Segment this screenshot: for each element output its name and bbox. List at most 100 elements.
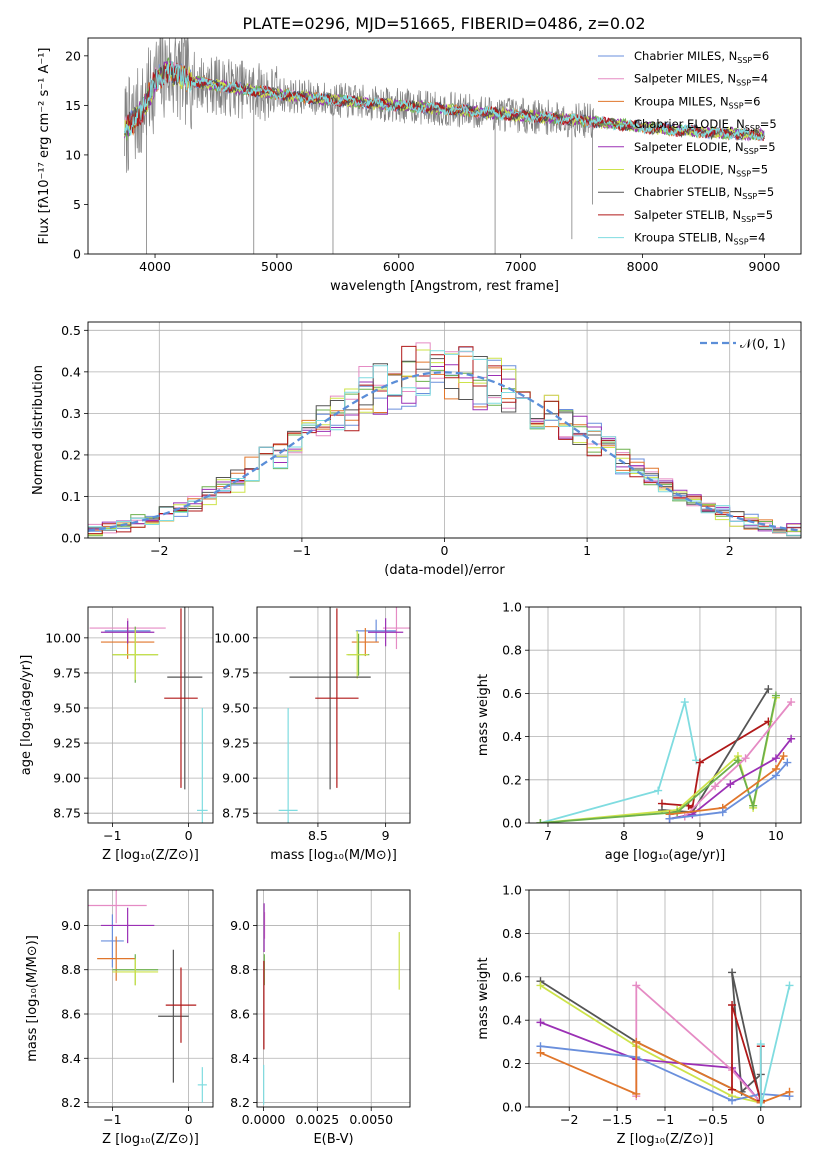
- axes-frame: [87, 889, 214, 1108]
- y-tick-label: 0.3: [61, 406, 81, 421]
- x-tick-label: 8000: [627, 259, 659, 274]
- mass-weight-marker: [756, 1103, 765, 1107]
- mass-weight-vs-age-panel: 7 8 9 10 0.0 0.2 0.4 0.6 0.8 1.0 age [log₁₀(age/yr…: [476, 600, 802, 863]
- histogram-step-line: [88, 350, 801, 536]
- y-tick-label: 0.4: [502, 729, 522, 744]
- mass-weight-marker: [711, 782, 720, 791]
- y-tick-label: 8.8: [61, 962, 81, 977]
- x-tick-label: −2: [560, 1112, 578, 1127]
- plot-area: [536, 685, 796, 823]
- plot-area: [536, 968, 794, 1107]
- grid: [88, 607, 213, 823]
- x-tick-label: 0: [185, 1112, 193, 1127]
- y-axis-label: mass [log₁₀(M/M⊙)]: [25, 935, 40, 1062]
- mass-weight-marker: [771, 771, 780, 780]
- x-axis-label: E(B-V): [313, 1132, 353, 1147]
- y-tick-label: 0.6: [502, 686, 522, 701]
- x-tick-label: −1: [103, 1112, 121, 1127]
- x-tick-label: 7: [544, 828, 552, 843]
- x-tick-label: 9: [382, 828, 390, 843]
- y-tick-label: 0.0: [61, 531, 81, 546]
- legend-label: Chabrier ELODIE, NSSP=5: [634, 117, 777, 133]
- x-tick-label: 9: [696, 828, 704, 843]
- mass-weight-marker: [785, 1087, 794, 1096]
- y-tick-label: 10.00: [45, 630, 81, 645]
- x-tick-label: −2: [150, 543, 168, 558]
- y-tick-label: 0.4: [61, 364, 81, 379]
- mass-weight-series-line: [669, 761, 788, 820]
- residual-histogram-panel: −2 −1 0 1 2 0.0 0.1 0.2 0.3 0.4 0.5 (data-model)/er…: [31, 321, 802, 578]
- y-tick-label: 0.2: [502, 1056, 522, 1071]
- legend-label: Salpeter MILES, NSSP=4: [634, 72, 768, 88]
- x-tick-label: 1: [583, 543, 591, 558]
- mass-weight-marker: [728, 1096, 737, 1105]
- mass-weight-marker: [733, 756, 742, 765]
- x-tick-label: 0.0000: [242, 1112, 286, 1127]
- y-tick-label: 9.0: [61, 918, 81, 933]
- y-tick-label: 0.2: [61, 447, 81, 462]
- y-tick-label: 10.00: [214, 630, 250, 645]
- plot-area: [88, 890, 207, 1103]
- axes-frame: [87, 321, 802, 539]
- mass-weight-series-line: [669, 755, 785, 816]
- axes-frame: [528, 606, 802, 824]
- x-tick-label: 0: [185, 828, 193, 843]
- mass-weight-series-line: [540, 701, 698, 823]
- mass-weight-marker: [695, 758, 704, 767]
- mass-weight-marker: [771, 754, 780, 763]
- y-tick-label: 0.5: [61, 323, 81, 338]
- y-tick-label: 8.75: [222, 806, 250, 821]
- mass-weight-series-line: [540, 984, 761, 1104]
- legend-label: Kroupa STELIB, NSSP=4: [634, 231, 765, 247]
- x-tick-label: 0.0050: [349, 1112, 393, 1127]
- x-tick-label: 0: [757, 1112, 765, 1127]
- spectrum-panel: 4000 5000 6000 7000 8000 9000 0 5 10 15 20 waveleng…: [37, 37, 802, 294]
- y-tick-label: 0.4: [502, 1013, 522, 1028]
- mass-weight-marker: [756, 1040, 765, 1049]
- mass-weight-marker: [536, 819, 545, 823]
- axes-frame: [87, 37, 802, 255]
- x-tick-label: 4000: [139, 259, 171, 274]
- x-tick-label: 0.0025: [295, 1112, 339, 1127]
- model-spectrum-line: [124, 61, 765, 142]
- mass-weight-marker: [741, 754, 750, 763]
- mass-weight-marker: [728, 1001, 737, 1010]
- y-axis-label: Flux [fλ10⁻¹⁷ erg cm⁻² s⁻¹ A⁻¹]: [37, 48, 52, 245]
- y-tick-label: 9.25: [222, 736, 250, 751]
- axes-frame: [256, 889, 411, 1108]
- y-tick-label: 8.8: [230, 962, 250, 977]
- figure-title: PLATE=0296, MJD=51665, FIBERID=0486, z=0…: [242, 14, 645, 33]
- y-tick-label: 8.4: [230, 1051, 250, 1066]
- legend-label: Kroupa ELODIE, NSSP=5: [634, 163, 768, 179]
- y-tick-label: 5: [73, 197, 81, 212]
- y-tick-label: 9.50: [53, 700, 81, 715]
- plot-area: [88, 342, 801, 537]
- mass-weight-marker: [536, 981, 545, 990]
- y-tick-label: 15: [65, 98, 81, 113]
- mass-weight-series-line: [540, 972, 763, 1105]
- mass-weight-vs-metallicity-panel: −2 −1.5 −1 −0.5 0 0.0 0.2 0.4 0.6 0.8 1.0 Z [log₁₀(…: [476, 883, 802, 1147]
- mass-weight-marker: [785, 981, 794, 990]
- legend-label: Kroupa MILES, NSSP=6: [634, 94, 760, 110]
- mass-weight-series-line: [540, 1021, 762, 1104]
- mass-weight-series-line: [661, 720, 769, 810]
- y-tick-label: 8.2: [230, 1095, 250, 1110]
- mass-vs-metallicity-panel: −1 0 8.2 8.4 8.6 8.8 9.0 Z [log₁₀(Z/Z⊙)] mass [l…: [25, 889, 214, 1147]
- mass-weight-marker: [764, 685, 773, 694]
- mass-weight-marker: [726, 780, 735, 789]
- mass-weight-series-line: [684, 701, 792, 818]
- mass-weight-marker: [632, 1037, 641, 1046]
- y-tick-label: 8.4: [61, 1051, 81, 1066]
- mass-weight-marker: [632, 1089, 641, 1098]
- mass-weight-marker: [783, 758, 792, 767]
- mass-vs-ebv-panel: 0.0000 0.0025 0.0050 8.2 8.4 8.6 8.8 9.0 E(B-V): [230, 889, 411, 1147]
- axes-frame: [87, 606, 214, 824]
- y-tick-label: 0.6: [502, 969, 522, 984]
- x-tick-label: 10: [768, 828, 784, 843]
- y-axis-label: Normed distribution: [31, 365, 46, 495]
- mass-weight-marker: [779, 752, 788, 761]
- legend-label: Salpeter STELIB, NSSP=5: [634, 208, 773, 224]
- x-tick-label: 8: [620, 828, 628, 843]
- mass-weight-marker: [771, 691, 780, 700]
